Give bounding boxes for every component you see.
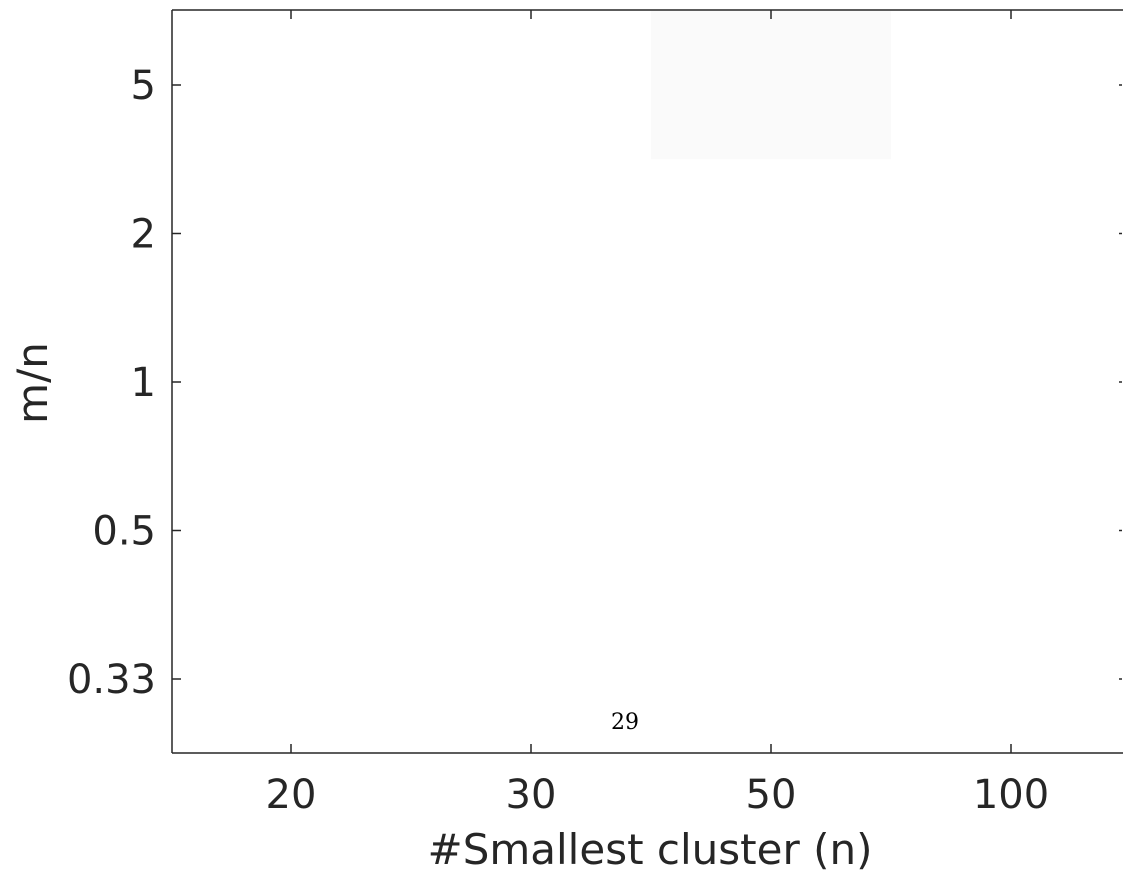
- y-axis-label: m/n: [8, 342, 57, 424]
- heatmap-cell-r4-c1: [411, 604, 651, 753]
- y-tick-label: 1: [131, 360, 156, 406]
- heatmap-cell-r2-c3: [891, 307, 1123, 457]
- x-axis-label: #Smallest cluster (n): [428, 825, 873, 874]
- heatmap-cell-r2-c0: [172, 307, 411, 457]
- x-tick-label: 30: [506, 772, 557, 818]
- y-tick-label: 0.5: [92, 509, 156, 555]
- x-tick-label: 50: [746, 772, 797, 818]
- heatmap-cell-r0-c1: [411, 10, 651, 160]
- y-tick-label: 2: [131, 212, 156, 258]
- heatmap-cell-r0-c0: [172, 10, 411, 160]
- page-number: 29: [611, 710, 639, 735]
- heatmap-cell-r2-c2: [651, 307, 891, 457]
- heatmap-cell-r0-c3: [891, 10, 1123, 160]
- heatmap-cell-r1-c3: [891, 159, 1123, 308]
- heatmap-cell-r1-c1: [411, 159, 651, 308]
- heatmap-cell-r2-c1: [411, 307, 651, 457]
- x-tick-labels: 20 30 50 100: [266, 772, 1050, 818]
- heatmap-cell-r3-c3: [891, 456, 1123, 605]
- heatmap-cell-r3-c0: [172, 456, 411, 605]
- heatmap-cell-r4-c0: [172, 604, 411, 753]
- y-tick-label: 5: [131, 63, 156, 109]
- heatmap-cell-r4-c2: [651, 604, 891, 753]
- heatmap-cells: [172, 10, 1123, 753]
- x-tick-label: 100: [973, 772, 1049, 818]
- axes: [171, 9, 1123, 754]
- x-tick-label: 20: [266, 772, 317, 818]
- heatmap-cell-r3-c1: [411, 456, 651, 605]
- heatmap-cell-r1-c0: [172, 159, 411, 308]
- y-tick-labels: 5 2 1 0.5 0.33: [67, 63, 156, 703]
- heatmap-cell-r4-c3: [891, 604, 1123, 753]
- heatmap-cell-r1-c2: [651, 159, 891, 308]
- heatmap-cell-r3-c2: [651, 456, 891, 605]
- heatmap-cell-r0-c2: [651, 10, 891, 160]
- y-tick-label: 0.33: [67, 657, 156, 703]
